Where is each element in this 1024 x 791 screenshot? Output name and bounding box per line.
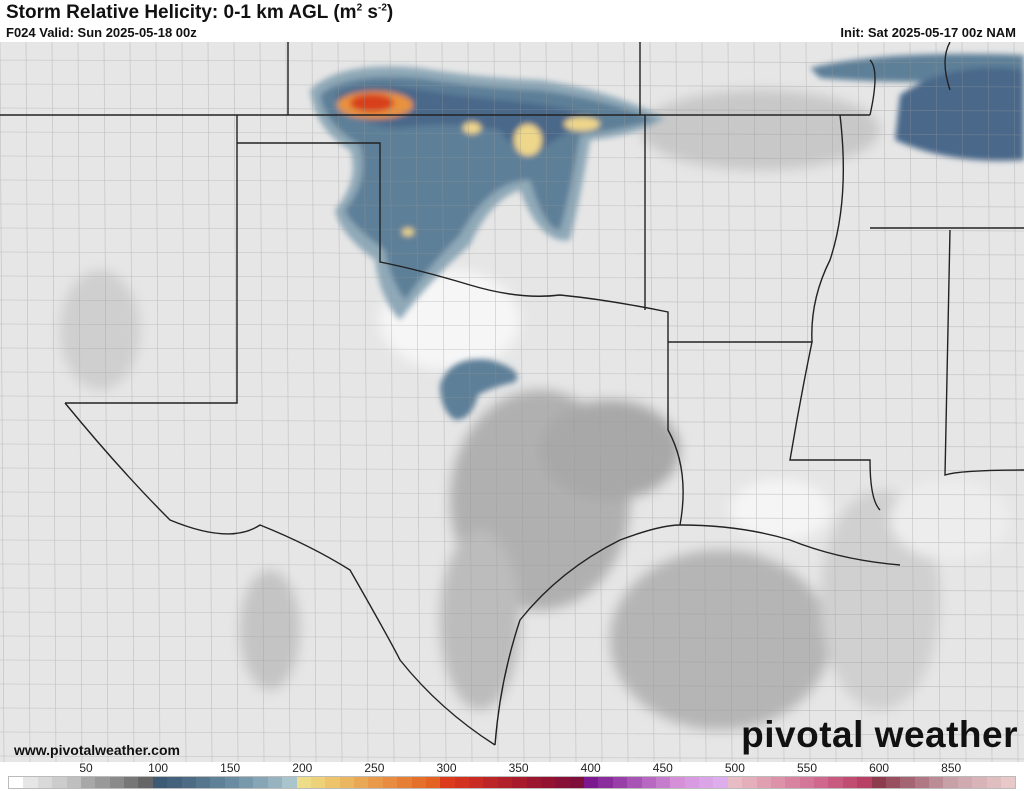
colorbar-cell	[857, 777, 872, 788]
colorbar-cell	[310, 777, 326, 788]
colorbar-cell	[799, 777, 814, 788]
colorbar-cell	[742, 777, 757, 788]
colorbar-cell	[828, 777, 843, 788]
map-title: Storm Relative Helicity: 0-1 km AGL (m2 …	[6, 2, 394, 23]
colorbar-cell	[914, 777, 929, 788]
website-label: www.pivotalweather.com	[14, 742, 180, 758]
colorbar-cell	[152, 777, 168, 788]
colorbar-cell	[770, 777, 786, 788]
colorbar-label: 600	[869, 761, 890, 775]
colorbar-cell	[95, 777, 110, 788]
colorbar-label: 150	[220, 761, 241, 775]
colorbar-cell	[124, 777, 139, 788]
colorbar-cell	[929, 777, 944, 788]
colorbar-label: 550	[796, 761, 818, 775]
colorbar-cell	[339, 777, 354, 788]
colorbar-cell	[9, 777, 24, 788]
colorbar-cell	[641, 777, 656, 788]
colorbar-cell	[842, 777, 858, 788]
colorbar-cell	[454, 777, 469, 788]
init-time: Init: Sat 2025-05-17 00z NAM	[840, 25, 1016, 40]
colorbar-label: 850	[941, 761, 962, 775]
pivotal-weather-logo: pivotal weather	[741, 714, 1018, 755]
colorbar-cell	[699, 777, 714, 788]
colorbar-cell	[598, 777, 613, 788]
colorbar-cell	[181, 777, 196, 788]
colorbar-cell	[943, 777, 958, 788]
county-grid	[0, 42, 1024, 762]
colorbar-cell	[986, 777, 1001, 788]
colorbar-cell	[900, 777, 915, 788]
colorbar-label: 300	[436, 761, 457, 775]
colorbar-cell	[109, 777, 124, 788]
colorbar-cell	[713, 777, 728, 788]
colorbar-cell	[612, 777, 628, 788]
colorbar-cell	[885, 777, 901, 788]
colorbar-cell	[80, 777, 96, 788]
colorbar-cell	[52, 777, 67, 788]
colorbar-cell	[526, 777, 541, 788]
colorbar-cell	[785, 777, 800, 788]
colorbar-cell	[354, 777, 369, 788]
colorbar-cell	[325, 777, 340, 788]
county-lines	[0, 42, 1024, 762]
colorbar-cell	[253, 777, 268, 788]
srh-map	[0, 42, 1024, 762]
colorbar-cell	[512, 777, 527, 788]
colorbar-cell	[66, 777, 81, 788]
colorbar-cell	[584, 777, 599, 788]
colorbar-cell	[425, 777, 441, 788]
colorbar-cell	[296, 777, 311, 788]
colorbar-label: 100	[148, 761, 169, 775]
colorbar-cell	[239, 777, 254, 788]
colorbar-label: 50	[79, 761, 93, 775]
colorbar-cell	[210, 777, 225, 788]
colorbar-cell	[540, 777, 556, 788]
colorbar-cell	[497, 777, 513, 788]
colorbar-cell	[871, 777, 886, 788]
srh-contours	[310, 53, 1024, 420]
colorbar-cell	[23, 777, 38, 788]
colorbar-label: 500	[724, 761, 745, 775]
colorbar-cell	[670, 777, 685, 788]
colorbar-cell	[555, 777, 570, 788]
colorbar-labels: 50 100 150 200 250 300 350 400 450 500 550 600 850	[0, 761, 1024, 775]
colorbar-label: 400	[580, 761, 601, 775]
colorbar-cell	[469, 777, 484, 788]
state-borders	[0, 42, 1024, 746]
colorbar-cell	[282, 777, 297, 788]
colorbar	[8, 776, 1016, 789]
colorbar-cell	[397, 777, 412, 788]
colorbar-cell	[627, 777, 642, 788]
colorbar-label: 350	[508, 761, 529, 775]
valid-time: F024 Valid: Sun 2025-05-18 00z	[6, 25, 197, 40]
colorbar-cell	[756, 777, 771, 788]
colorbar-cell	[167, 777, 182, 788]
colorbar-label: 450	[652, 761, 673, 775]
colorbar-cell	[195, 777, 211, 788]
colorbar-cell	[368, 777, 383, 788]
colorbar-cell	[814, 777, 829, 788]
colorbar-cell	[267, 777, 283, 788]
colorbar-cell	[382, 777, 398, 788]
colorbar-cell	[957, 777, 973, 788]
colorbar-cell	[440, 777, 455, 788]
colorbar-cell	[224, 777, 239, 788]
colorbar-cell	[1000, 777, 1016, 788]
colorbar-cell	[411, 777, 426, 788]
colorbar-cell	[727, 777, 743, 788]
colorbar-cell	[37, 777, 53, 788]
colorbar-cell	[684, 777, 699, 788]
colorbar-cell	[569, 777, 584, 788]
colorbar-label: 200	[292, 761, 313, 775]
colorbar-label: 250	[364, 761, 385, 775]
colorbar-cell	[655, 777, 671, 788]
colorbar-cell	[138, 777, 153, 788]
colorbar-cell	[483, 777, 498, 788]
colorbar-cell	[972, 777, 987, 788]
